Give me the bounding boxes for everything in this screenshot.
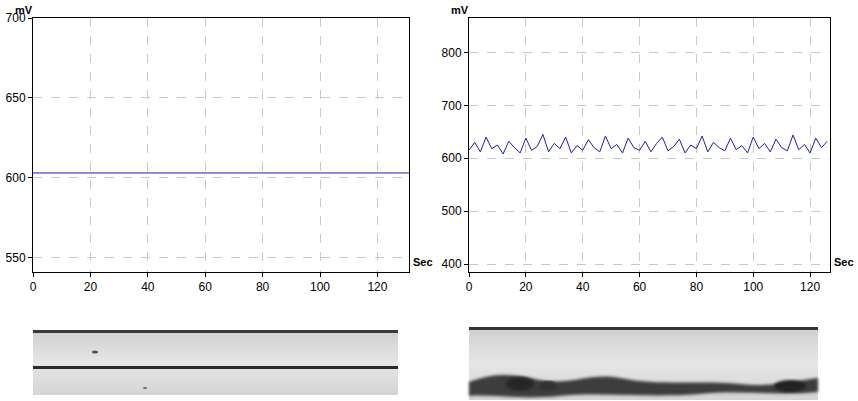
svg-text:550: 550 — [6, 251, 26, 265]
svg-text:400: 400 — [442, 257, 462, 271]
svg-text:120: 120 — [367, 280, 387, 294]
svg-text:80: 80 — [690, 280, 704, 294]
svg-text:Sec: Sec — [834, 256, 854, 268]
svg-text:80: 80 — [256, 280, 270, 294]
svg-text:mV: mV — [15, 4, 33, 16]
svg-text:600: 600 — [6, 171, 26, 185]
svg-text:700: 700 — [6, 11, 26, 25]
svg-text:700: 700 — [442, 99, 462, 113]
svg-text:800: 800 — [442, 46, 462, 60]
svg-text:Sec: Sec — [413, 256, 433, 268]
svg-text:mV: mV — [451, 4, 469, 16]
svg-text:20: 20 — [519, 280, 533, 294]
svg-text:650: 650 — [6, 91, 26, 105]
svg-text:0: 0 — [30, 280, 37, 294]
svg-text:600: 600 — [442, 151, 462, 165]
svg-text:500: 500 — [442, 204, 462, 218]
svg-text:60: 60 — [633, 280, 647, 294]
svg-text:100: 100 — [743, 280, 763, 294]
svg-text:120: 120 — [800, 280, 820, 294]
svg-text:40: 40 — [576, 280, 590, 294]
svg-text:60: 60 — [199, 280, 213, 294]
svg-text:100: 100 — [310, 280, 330, 294]
svg-text:0: 0 — [466, 280, 473, 294]
svg-text:40: 40 — [141, 280, 155, 294]
svg-text:20: 20 — [84, 280, 98, 294]
